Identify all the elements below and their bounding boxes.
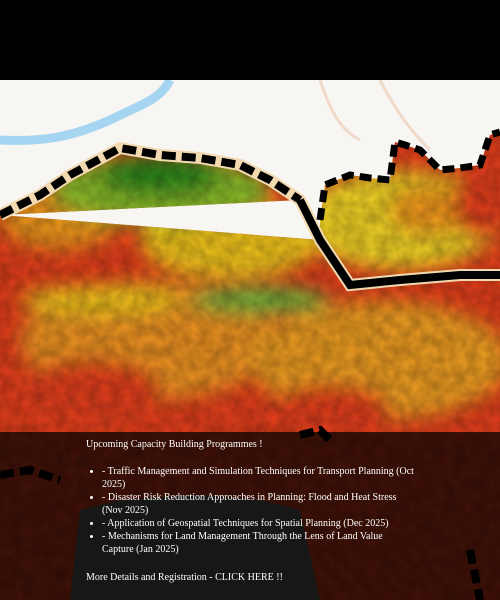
road [318,80,432,152]
announcement-panel: Upcoming Capacity Building Programmes ! … [0,432,500,600]
boundary [0,143,303,219]
programme-item: - Mechanisms for Land Management Through… [102,530,416,556]
programme-item: - Disaster Risk Reduction Approaches in … [102,491,416,517]
boundary-east [316,128,500,221]
programme-item: - Application of Geospatial Techniques f… [102,517,416,530]
announcement-content: Upcoming Capacity Building Programmes ! … [86,438,416,584]
highway [296,198,500,290]
announcement-title: Upcoming Capacity Building Programmes ! [86,439,263,450]
programme-list: - Traffic Management and Simulation Tech… [86,465,416,556]
top-bar [0,0,500,80]
river [0,80,175,145]
programme-item: - Traffic Management and Simulation Tech… [102,465,416,491]
registration-link[interactable]: More Details and Registration - CLICK HE… [86,572,283,583]
